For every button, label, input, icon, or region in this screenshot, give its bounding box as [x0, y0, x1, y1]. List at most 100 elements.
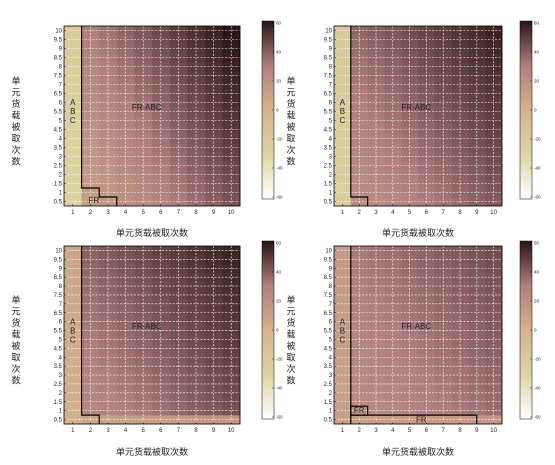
y-tick-label: 5 [329, 119, 333, 125]
heatmap-panel-3: 1 2 3 4 5 6 7 8 9 10 0.5 1 1.5 2 2.5 3 3.5 4 4.5 5 5.5 6 6.5 7 7… [11, 241, 283, 459]
heatmap-cell [485, 317, 503, 327]
region-label-abc: B [70, 326, 75, 335]
heatmap-cell [81, 188, 100, 198]
y-axis-label-char: 被 [286, 340, 295, 352]
y-tick-label: 1.5 [54, 182, 63, 188]
x-tick-label: 1 [71, 210, 75, 216]
heatmap-cell [485, 161, 503, 171]
heatmap-cell [468, 352, 486, 362]
y-axis-label-char: 取 [286, 353, 295, 364]
y-axis-label-char: 货 [286, 98, 295, 110]
y-axis-label-char: 次 [11, 363, 20, 375]
heatmap-cell [116, 415, 135, 425]
y-tick-label: 3 [329, 155, 333, 161]
heatmap-cell [81, 80, 100, 90]
colorbar-tick-label: 20 [276, 299, 282, 304]
heatmap-cell [169, 415, 188, 425]
heatmap-panel-4: 1 2 3 4 5 6 7 8 9 10 0.5 1 1.5 2 2.5 3 3.5 4 4.5 5 5.5 6 6.5 7 7… [286, 241, 541, 459]
y-tick-label: 1.5 [324, 400, 333, 406]
x-tick-label: 10 [228, 428, 235, 434]
x-axis-label: 单元货载被取次数 [116, 227, 188, 239]
heatmap-cell [116, 125, 135, 135]
heatmap-cell [134, 98, 153, 108]
heatmap-cell [384, 335, 402, 345]
heatmap-cell [116, 35, 135, 45]
heatmap-cell [187, 272, 206, 282]
region-label-fr: FR [89, 196, 100, 205]
y-tick-label: 2.5 [324, 164, 333, 170]
heatmap-cell [134, 254, 153, 265]
y-tick-label: 5.5 [324, 329, 333, 335]
y-tick-label: 7.5 [54, 74, 63, 80]
x-tick-label: 5 [142, 428, 146, 434]
y-tick-label: 9.5 [54, 38, 63, 44]
y-tick-label: 4 [59, 137, 63, 143]
heatmap-cell [169, 35, 188, 45]
x-tick-label: 5 [142, 210, 146, 216]
y-tick-label: 3.5 [54, 146, 63, 152]
y-axis-label-char: 次 [11, 144, 20, 156]
heatmap-cell [134, 352, 153, 362]
heatmap-cell [152, 254, 170, 265]
heatmap-cell [204, 415, 223, 425]
x-tick-label: 4 [124, 210, 128, 216]
heatmap-cell [134, 62, 153, 72]
heatmap-cell [384, 161, 402, 171]
heatmap-cell [401, 370, 419, 380]
y-tick-label: 9.5 [324, 38, 333, 44]
y-tick-label: 9.5 [324, 257, 333, 263]
heatmap-cell [81, 352, 100, 362]
x-tick-label: 9 [475, 428, 479, 434]
heatmap-cell [187, 62, 206, 72]
y-tick-label: 5.5 [54, 110, 63, 116]
y-axis-label-char: 元 [11, 89, 20, 99]
heatmap-cell [134, 335, 153, 345]
heatmap-cells [64, 26, 241, 207]
heatmap-cell [116, 254, 135, 265]
heatmap-cell [81, 62, 100, 72]
y-axis-label-char: 货 [286, 317, 295, 329]
heatmap-cell [116, 188, 135, 198]
x-tick-label: 3 [374, 428, 378, 434]
heatmap-cell [401, 415, 419, 425]
heatmap-cell [152, 143, 170, 153]
y-tick-label: 9.5 [54, 257, 63, 263]
heatmap-cell [222, 143, 241, 153]
heatmap-cell [187, 352, 206, 362]
heatmap-cell [468, 254, 486, 265]
x-tick-label: 9 [212, 428, 216, 434]
y-axis-label-char: 次 [286, 144, 295, 156]
y-tick-label: 0.5 [54, 418, 63, 424]
y-tick-label: 1.5 [324, 182, 333, 188]
y-tick-label: 5 [59, 337, 63, 343]
region-label-abc: C [70, 116, 76, 125]
x-tick-label: 2 [358, 210, 362, 216]
y-tick-label: 5 [329, 337, 333, 343]
colorbar: 60 40 20 0 -20 -40 -60 [261, 21, 283, 200]
heatmap-cell [401, 80, 419, 90]
heatmap-cell [222, 317, 241, 327]
region-boundary-line [80, 246, 100, 424]
heatmap-cell [99, 415, 118, 425]
y-tick-label: 1 [329, 191, 333, 197]
y-tick-label: 3 [59, 155, 63, 161]
colorbar-tick-label: -20 [276, 357, 283, 362]
y-tick-label: 7 [59, 302, 63, 308]
colorbar-tick-label: -60 [276, 195, 283, 200]
y-axis-label-char: 单 [11, 294, 20, 306]
colorbar-tick-label: -20 [534, 137, 541, 142]
y-axis-label-char: 货 [11, 317, 20, 329]
y-axis-label-char: 单 [11, 75, 20, 87]
heatmap-cell [468, 35, 486, 45]
heatmap-cell [134, 125, 153, 135]
heatmap-cell [222, 161, 241, 171]
heatmap-cell [99, 125, 118, 135]
colorbar-tick-label: 40 [276, 270, 282, 275]
colorbar-tick-label: 0 [534, 108, 537, 113]
x-tick-label: 8 [194, 428, 198, 434]
heatmap-cell [384, 98, 402, 108]
heatmap-cell [81, 161, 100, 171]
heatmap-cell [485, 335, 503, 345]
colorbar-tick-label: 60 [534, 241, 540, 246]
y-axis-label-char: 单 [286, 294, 295, 306]
